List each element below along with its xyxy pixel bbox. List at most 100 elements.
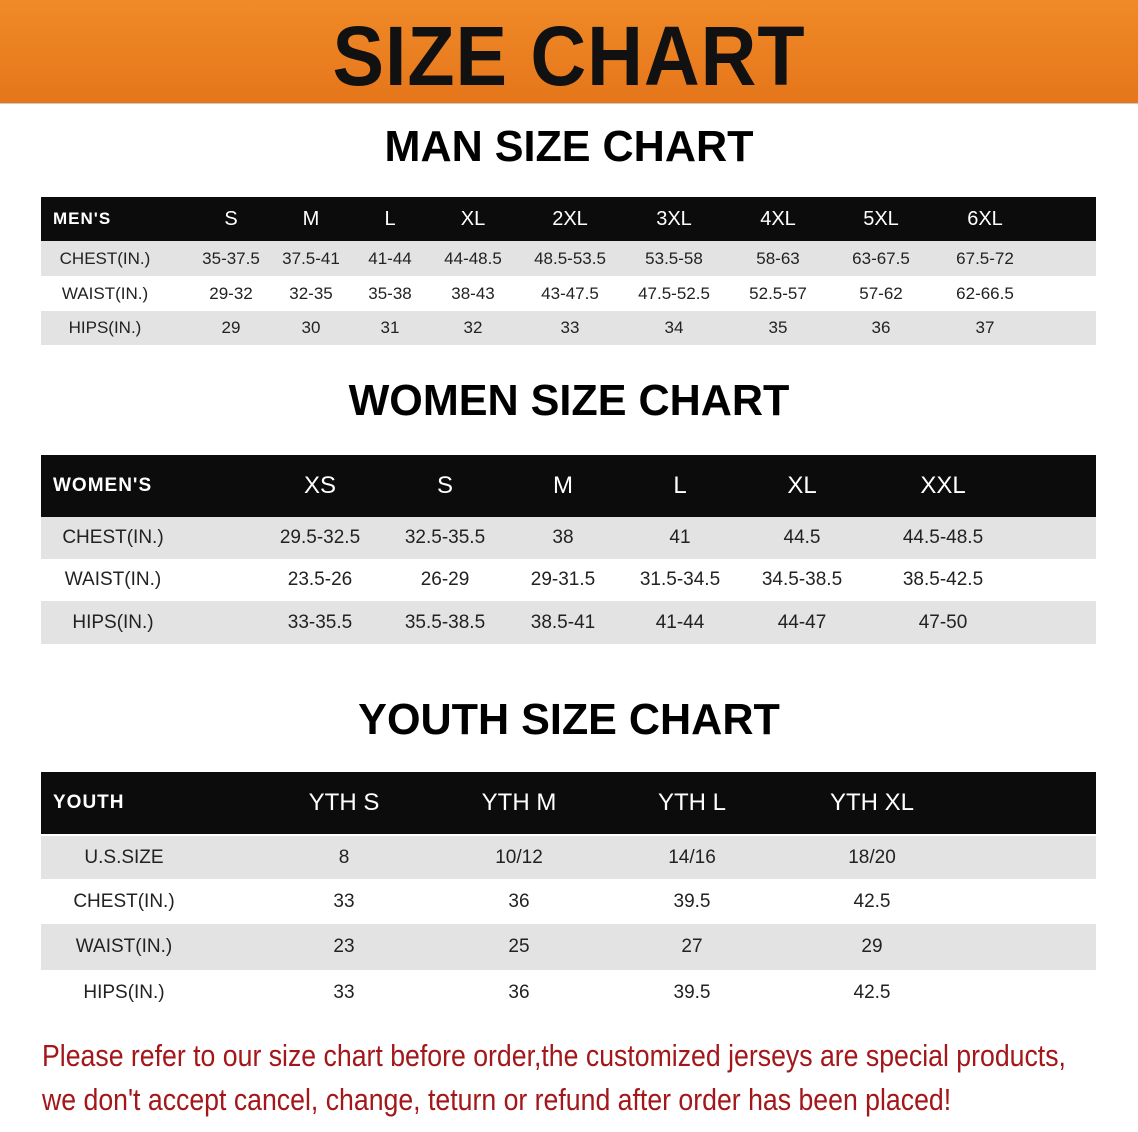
table-cell: 53.5-58	[645, 248, 703, 268]
row-label: CHEST(IN.)	[62, 527, 164, 548]
size-header: XS	[303, 472, 336, 499]
table-row: HIPS(IN.) 33-35.5 35.5-38.5 38.5-41 41-44 44-…	[41, 601, 1096, 644]
table-cell: 32-35	[289, 283, 333, 303]
table-cell: 29.5-32.5	[279, 527, 361, 548]
table-corner-label: WOMEN'S	[53, 475, 153, 496]
table-row: WAIST(IN.) 29-32 32-35 35-38 38-43 43-47.5 47.…	[41, 276, 1096, 311]
table-cell: 58-63	[756, 248, 800, 268]
size-header: YTH M	[481, 789, 557, 816]
row-label: HIPS(IN.)	[68, 318, 142, 337]
table-cell: 35.5-38.5	[404, 611, 486, 633]
row-label: WAIST(IN.)	[61, 283, 149, 303]
table-row: U.S.SIZE 8 10/12 14/16 18/20	[41, 836, 1096, 879]
table-row: CHEST(IN.) 29.5-32.5 32.5-35.5 38 41 44.5 44.5…	[41, 517, 1096, 559]
table-cell: 37	[975, 318, 995, 337]
table-cell: 41-44	[655, 611, 705, 633]
table-corner-label: YOUTH	[53, 792, 125, 813]
table-cell: 26-29	[420, 569, 470, 590]
youth-title: YOUTH SIZE CHART	[358, 695, 780, 744]
table-cell: 34	[664, 318, 684, 337]
disclaimer-line-2: we don't accept cancel, change, teturn o…	[42, 1082, 952, 1117]
table-cell: 52.5-57	[749, 283, 807, 303]
row-label: HIPS(IN.)	[72, 611, 154, 633]
size-header: YTH L	[657, 789, 726, 816]
table-corner-label: MEN'S	[53, 209, 112, 228]
table-cell: 42.5	[853, 981, 891, 1003]
table-cell: 33	[333, 981, 355, 1003]
table-cell: 36	[508, 890, 530, 912]
row-label: CHEST(IN.)	[59, 248, 151, 268]
table-cell: 38-43	[451, 283, 495, 303]
table-cell: 29	[221, 318, 241, 337]
women-title: WOMEN SIZE CHART	[348, 376, 790, 425]
size-header: S	[436, 472, 453, 499]
table-cell: 37.5-41	[282, 248, 340, 268]
table-cell: 44.5	[783, 527, 821, 548]
size-header: S	[224, 207, 238, 230]
table-cell: 35	[768, 318, 788, 337]
table-cell: 67.5-72	[956, 248, 1014, 268]
table-cell: 39.5	[673, 981, 711, 1003]
table-cell: 38.5-41	[530, 611, 596, 633]
banner: SIZE CHART	[0, 0, 1138, 104]
table-cell: 29	[861, 936, 883, 957]
table-cell: 33	[333, 890, 355, 912]
table-cell: 44.5-48.5	[902, 527, 984, 548]
table-row: HIPS(IN.) 33 36 39.5 42.5	[41, 970, 1096, 1015]
size-header: YTH XL	[829, 789, 915, 816]
size-header: L	[384, 207, 396, 230]
table-row: CHEST(IN.) 35-37.5 37.5-41 41-44 44-48.5 48.5…	[41, 241, 1096, 276]
table-cell: 43-47.5	[541, 283, 599, 303]
table-cell: 57-62	[859, 283, 903, 303]
table-cell: 14/16	[668, 846, 716, 868]
row-label: CHEST(IN.)	[73, 890, 175, 912]
table-cell: 47.5-52.5	[638, 283, 710, 303]
table-cell: 44-48.5	[444, 248, 502, 268]
table-row: CHEST(IN.) 33 36 39.5 42.5	[41, 879, 1096, 924]
size-header: 4XL	[760, 207, 796, 230]
table-cell: 35-37.5	[202, 248, 260, 268]
size-header: L	[673, 472, 687, 499]
table-cell: 18/20	[848, 846, 896, 868]
table-cell: 44-47	[777, 611, 827, 633]
row-label: U.S.SIZE	[84, 846, 164, 868]
table-cell: 33	[560, 318, 580, 337]
table-header-row: WOMEN'S XS S M L XL XXL	[41, 455, 1096, 517]
table-cell: 33-35.5	[287, 611, 353, 633]
table-row: WAIST(IN.) 23 25 27 29	[41, 924, 1096, 970]
table-header-row: YOUTH YTH S YTH M YTH L YTH XL	[41, 772, 1096, 834]
size-header: YTH S	[308, 789, 380, 816]
size-header: M	[553, 472, 573, 499]
size-header: M	[302, 207, 320, 230]
size-header: 2XL	[552, 207, 588, 230]
table-cell: 23.5-26	[287, 569, 353, 590]
table-row: HIPS(IN.) 29 30 31 32 33 34 35 36 37	[41, 311, 1096, 345]
table-cell: 10/12	[495, 846, 543, 868]
table-cell: 35-38	[368, 283, 412, 303]
table-cell: 34.5-38.5	[761, 569, 843, 590]
table-cell: 36	[508, 981, 530, 1003]
table-cell: 29-32	[209, 283, 253, 303]
size-header: XL	[787, 472, 817, 499]
table-cell: 47-50	[918, 611, 968, 633]
table-cell: 41	[669, 527, 691, 548]
row-label: WAIST(IN.)	[64, 569, 162, 590]
table-cell: 31	[380, 318, 400, 337]
size-header: XL	[460, 207, 486, 230]
table-cell: 31.5-34.5	[639, 569, 721, 590]
table-cell: 23	[333, 936, 355, 957]
table-cell: 38.5-42.5	[902, 569, 984, 590]
table-cell: 38	[552, 527, 574, 548]
table-cell: 48.5-53.5	[534, 248, 606, 268]
size-header: XXL	[920, 472, 966, 499]
table-cell: 30	[301, 318, 321, 337]
row-label: WAIST(IN.)	[75, 936, 173, 957]
table-cell: 27	[681, 936, 703, 957]
table-header-row: MEN'S S M L XL 2XL 3XL 4XL 5XL 6XL	[41, 197, 1096, 241]
table-cell: 42.5	[853, 890, 891, 912]
size-header: 5XL	[863, 207, 899, 230]
table-cell: 36	[871, 318, 891, 337]
table-cell: 8	[338, 846, 350, 868]
table-cell: 32.5-35.5	[404, 527, 486, 548]
table-row: WAIST(IN.) 23.5-26 26-29 29-31.5 31.5-34.5 34…	[41, 559, 1096, 601]
